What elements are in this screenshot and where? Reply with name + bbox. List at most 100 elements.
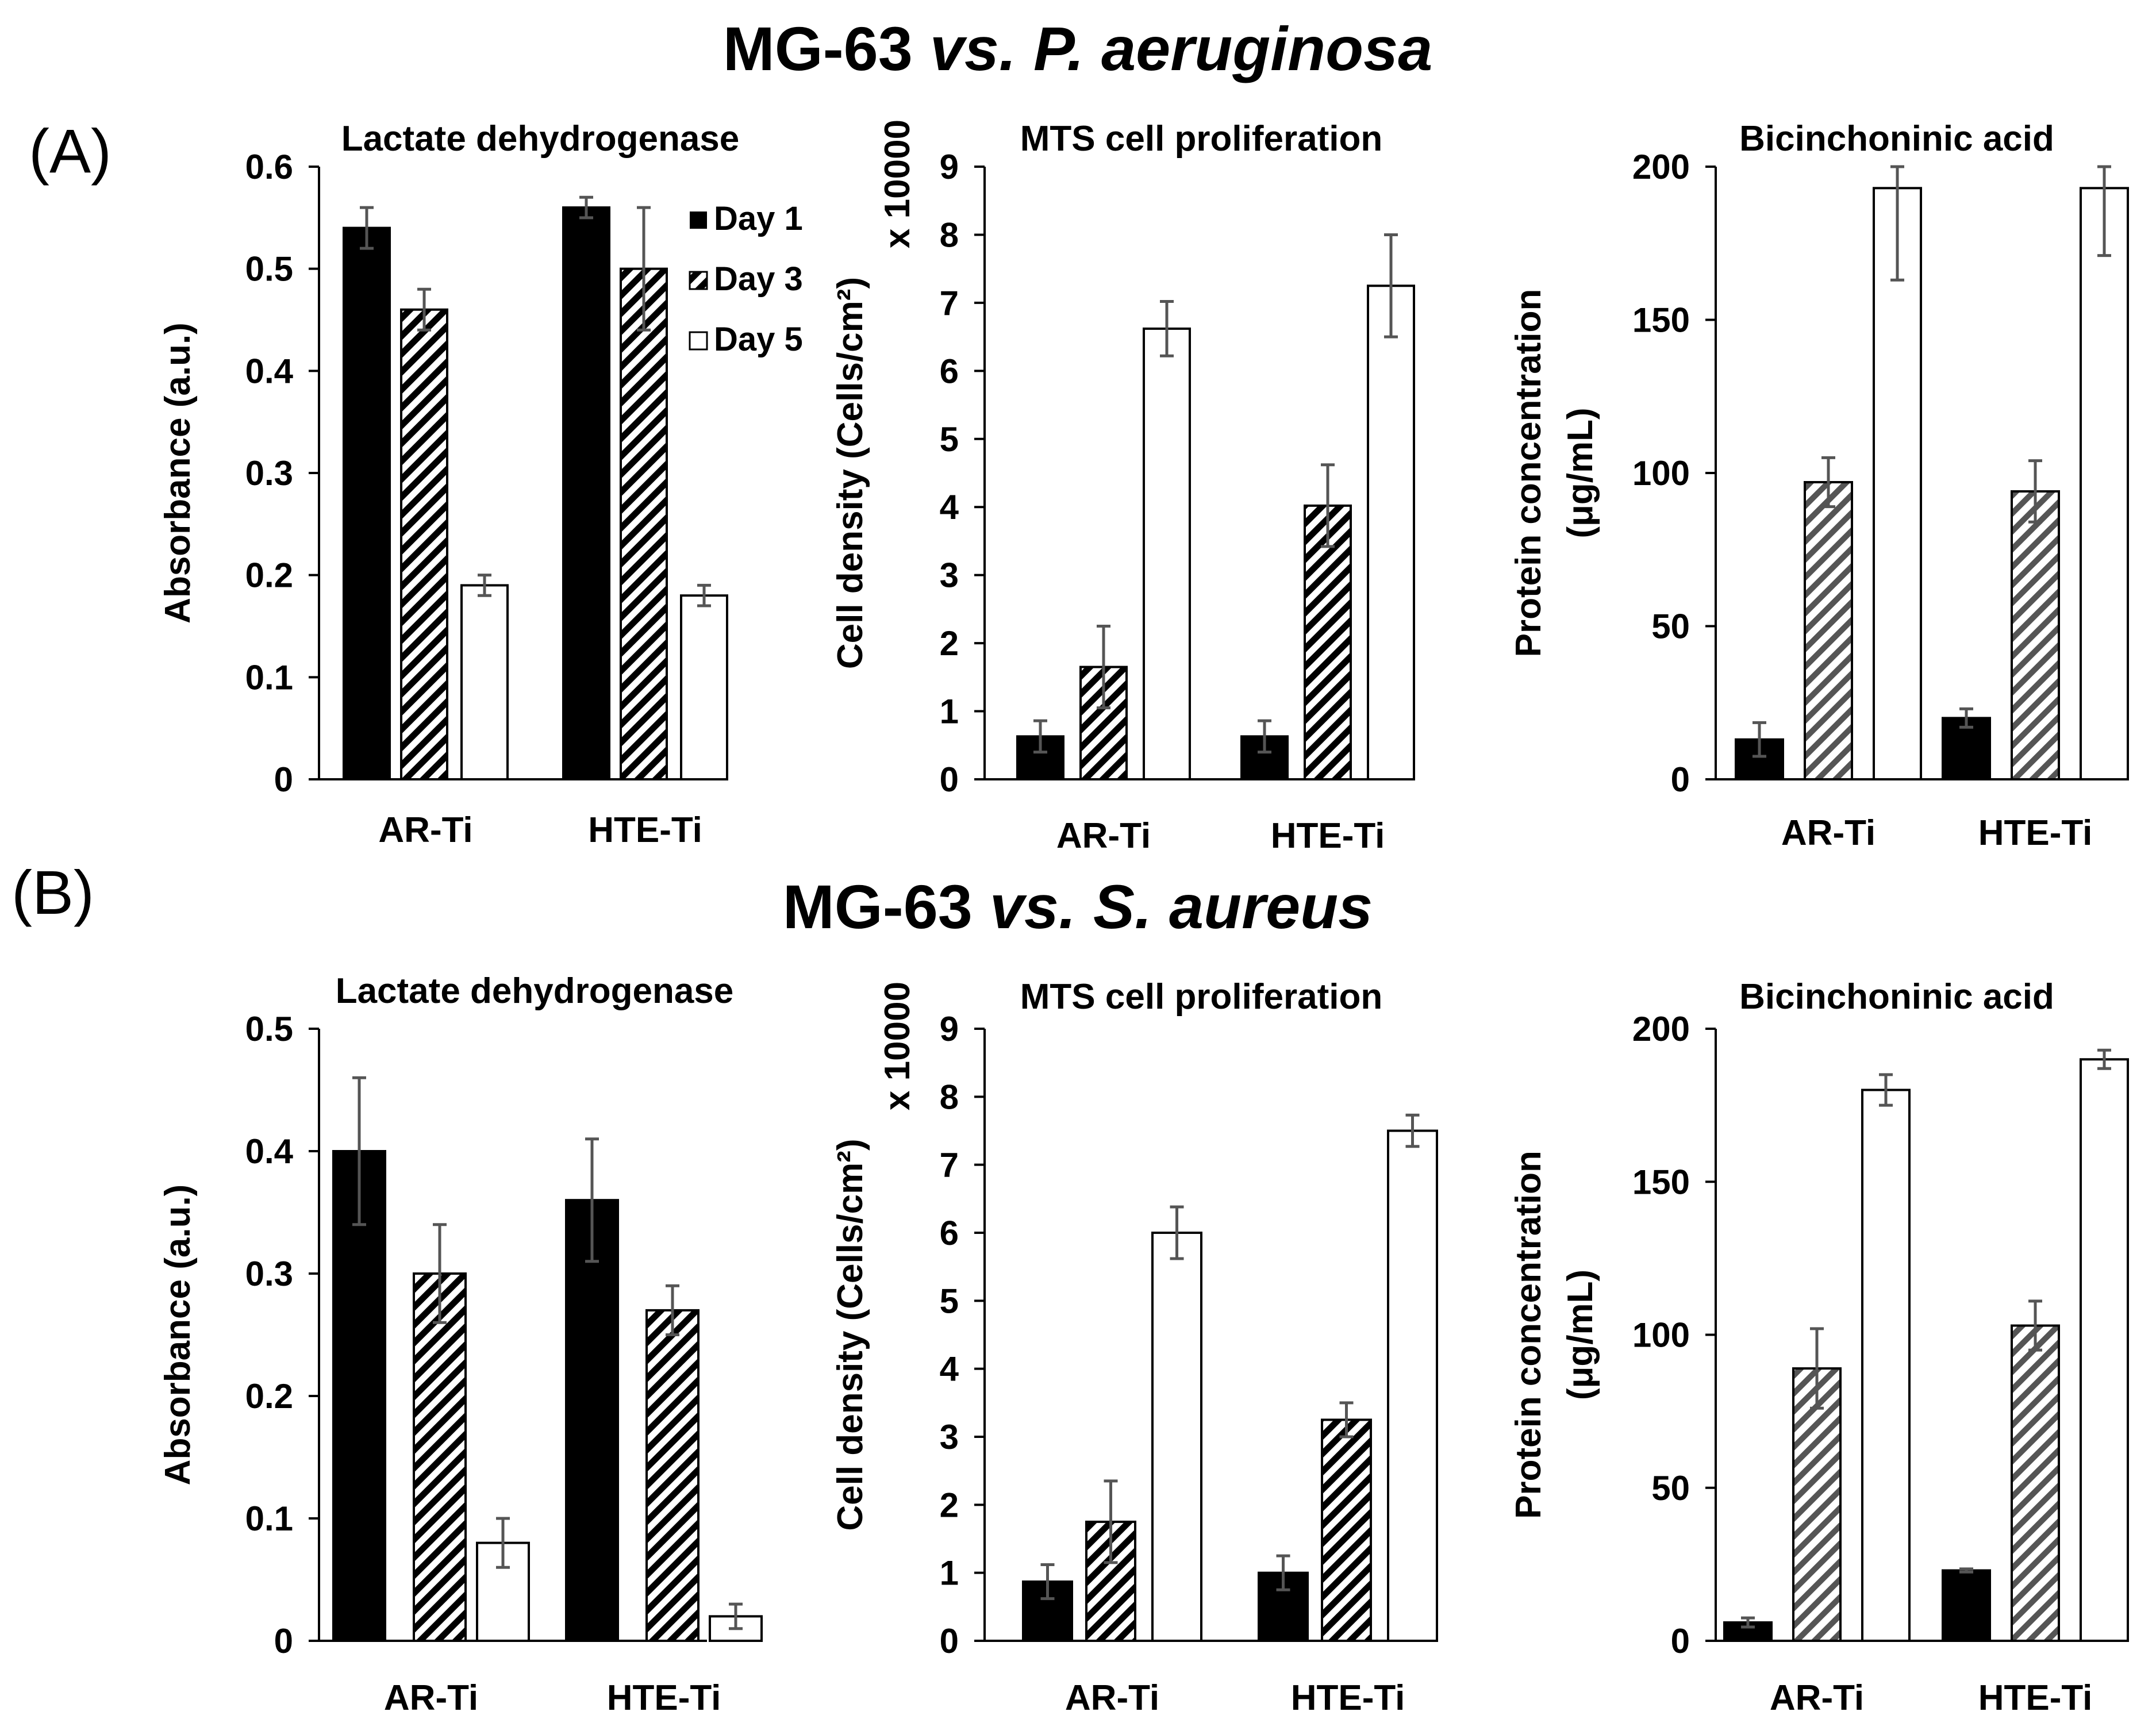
bar-ar-ti-day3: [413, 1272, 467, 1642]
y-tick-label: 7: [940, 1146, 959, 1184]
charts: Lactate dehydrogenase 0 0.1 0.2 0.3 0.4 0.5 0.6…: [158, 119, 2129, 1718]
x-category-label: HTE-Ti: [1978, 813, 2093, 853]
legend-swatch-day3: [689, 271, 708, 290]
y-tick-label: 8: [940, 216, 959, 254]
title-b-prefix: MG-63: [783, 872, 990, 941]
y-tick-label: 0.5: [245, 250, 293, 289]
title-b-italic: vs. S. aureus: [990, 872, 1373, 941]
bar-hte-ti-day5: [1387, 1129, 1438, 1642]
y-tick-label: 2: [940, 1486, 959, 1524]
y-axis-label: Protein concentration: [1509, 1151, 1548, 1519]
y-tick-label: 0.2: [245, 556, 293, 595]
x-category-label: HTE-Ti: [607, 1678, 721, 1718]
bar-hte-ti-day3: [2011, 1324, 2060, 1642]
y-tick-label: 200: [1632, 1010, 1690, 1048]
y-tick-label: 0.4: [245, 352, 294, 390]
y-tick-label: 0.2: [245, 1377, 293, 1416]
y-tick-label: 4: [940, 488, 959, 526]
bar-ar-ti-day5: [460, 584, 509, 781]
bar-hte-ti-day3: [620, 267, 668, 780]
y-axis-multiplier: x 10000: [878, 982, 917, 1110]
title-a-italic: vs. P. aeruginosa: [930, 14, 1432, 83]
y-tick-label: 0.1: [245, 1499, 293, 1538]
legend-swatch-day5: [689, 331, 708, 351]
chart-a2: MTS cell proliferation 0 1 2 3 4 5 6 7 8 9 Cell den…: [831, 119, 1415, 856]
y-axis-label: Cell density (Cells/cm²): [831, 1139, 870, 1530]
bar-ar-ti-day3: [1804, 480, 1853, 780]
chart-a1: Lactate dehydrogenase 0 0.1 0.2 0.3 0.4 0.5 0.6…: [158, 119, 739, 850]
y-tick-label: 8: [940, 1078, 959, 1116]
y-tick-label: 100: [1632, 1316, 1690, 1355]
y-tick-label: 0: [1671, 1622, 1690, 1660]
x-category-label: AR-Ti: [378, 810, 472, 850]
x-category-label: AR-Ti: [1770, 1678, 1864, 1718]
y-tick-label: 0: [274, 760, 293, 799]
y-tick-label: 5: [940, 420, 959, 459]
chart-title: MTS cell proliferation: [1020, 119, 1382, 159]
y-tick-label: 0: [274, 1622, 293, 1660]
y-axis-multiplier: x 10000: [878, 120, 917, 248]
legend-label-day3: Day 3: [714, 260, 803, 298]
bar-hte-ti-day5: [1367, 284, 1415, 780]
y-tick-label: 0: [940, 1622, 959, 1660]
legend-label-day5: Day 5: [714, 321, 803, 358]
x-category-label: AR-Ti: [1781, 813, 1876, 853]
bar-hte-ti-day5: [680, 594, 728, 780]
y-tick-label: 0.5: [245, 1010, 293, 1048]
bar-hte-ti-day1: [1942, 1569, 1991, 1642]
bar-hte-ti-day3: [645, 1309, 700, 1642]
y-tick-label: 6: [940, 352, 959, 390]
y-axis-label-units: (μg/mL): [1561, 1270, 1600, 1400]
x-category-label: HTE-Ti: [1291, 1678, 1405, 1718]
chart-title: Lactate dehydrogenase: [341, 119, 740, 159]
y-tick-label: 7: [940, 284, 959, 322]
y-tick-label: 0.6: [245, 148, 293, 186]
chart-a3: Bicinchoninic acid 0 50 100 150 200 Protein co…: [1509, 119, 2129, 853]
chart-title: Bicinchoninic acid: [1739, 977, 2054, 1017]
bar-ar-ti-day3: [1079, 666, 1128, 780]
y-axis-label: Cell density (Cells/cm²): [831, 277, 870, 669]
bar-ar-ti-day5: [1873, 187, 1922, 780]
y-tick-label: 3: [940, 1418, 959, 1456]
chart-title: Lactate dehydrogenase: [336, 971, 734, 1011]
bar-hte-ti-day3: [1321, 1418, 1372, 1643]
y-tick-label: 9: [940, 1010, 959, 1048]
y-tick-label: 100: [1632, 454, 1690, 493]
bar-ar-ti-day5: [1151, 1232, 1202, 1642]
chart-b3: Bicinchoninic acid 0 50 100 150 200 Protein co…: [1509, 977, 2129, 1718]
x-category-label: AR-Ti: [1065, 1678, 1159, 1718]
y-tick-label: 200: [1632, 148, 1690, 186]
x-category-label: HTE-Ti: [1978, 1678, 2093, 1718]
chart-b1: Lactate dehydrogenase 0 0.1 0.2 0.3 0.4 0.5 Abs…: [158, 971, 763, 1718]
bar-hte-ti-day1: [562, 206, 610, 781]
chart-title: MTS cell proliferation: [1020, 977, 1382, 1017]
y-tick-label: 50: [1651, 1469, 1690, 1507]
y-tick-label: 50: [1651, 607, 1690, 646]
x-category-label: AR-Ti: [1056, 816, 1151, 856]
title-a: MG-63 vs. P. aeruginosa: [723, 14, 1433, 83]
y-axis-label-units: (μg/mL): [1561, 407, 1600, 538]
y-tick-label: 5: [940, 1282, 959, 1320]
y-tick-label: 0.3: [245, 454, 293, 493]
panel-label-a: (A): [29, 116, 112, 186]
bar-ar-ti-day1: [343, 226, 391, 781]
title-a-prefix: MG-63: [723, 14, 930, 83]
title-b: MG-63 vs. S. aureus: [783, 872, 1373, 941]
y-tick-label: 9: [940, 148, 959, 186]
y-tick-label: 150: [1632, 1163, 1690, 1201]
panel-label-b: (B): [11, 857, 94, 927]
bar-hte-ti-day5: [2080, 1058, 2129, 1642]
y-tick-label: 0.1: [245, 658, 293, 697]
chart-title: Bicinchoninic acid: [1739, 119, 2054, 159]
y-tick-label: 1: [940, 1554, 959, 1593]
y-tick-label: 0.3: [245, 1255, 293, 1293]
y-tick-label: 6: [940, 1214, 959, 1252]
x-category-label: HTE-Ti: [588, 810, 702, 850]
y-tick-label: 3: [940, 556, 959, 595]
y-tick-label: 0: [1671, 760, 1690, 799]
bar-hte-ti-day3: [2011, 490, 2060, 780]
y-tick-label: 2: [940, 624, 959, 663]
y-tick-label: 150: [1632, 301, 1690, 340]
y-axis-label: Absorbance (a.u.): [158, 322, 198, 624]
